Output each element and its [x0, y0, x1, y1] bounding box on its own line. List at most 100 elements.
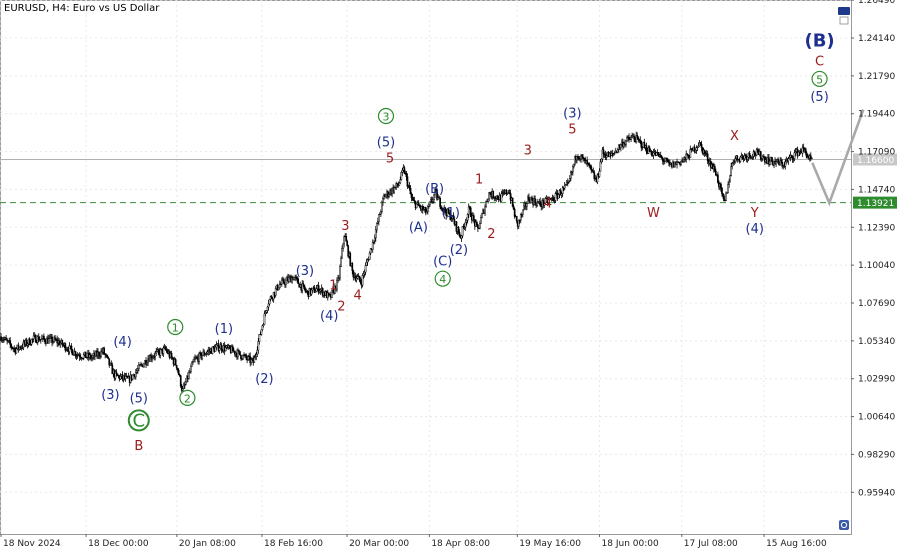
- candle-body: [439, 197, 441, 207]
- wave-label: 4: [544, 196, 552, 211]
- candle-body: [256, 349, 259, 355]
- candle-body: [374, 229, 377, 239]
- candle-body: [566, 181, 569, 184]
- candle-body: [572, 166, 574, 173]
- candle-body: [15, 348, 18, 354]
- autoscroll-icon[interactable]: [839, 520, 849, 530]
- candle-body: [559, 190, 562, 196]
- candle-body: [781, 161, 784, 167]
- candle-body: [788, 157, 791, 159]
- candle-body: [315, 288, 318, 292]
- candle-body: [5, 337, 7, 340]
- y-tick-label: 1.12390: [858, 223, 895, 233]
- price-tag-label: 1.16600: [857, 156, 894, 166]
- candle-body: [460, 235, 463, 239]
- candle-body: [191, 362, 193, 367]
- candle-body: [733, 161, 736, 163]
- candle-body: [552, 197, 555, 201]
- wave-label: W: [647, 206, 660, 221]
- candle-body: [155, 351, 158, 354]
- candle-body: [437, 197, 439, 200]
- candle-body: [689, 149, 692, 158]
- candle-body: [265, 310, 268, 313]
- candle-body: [484, 206, 486, 214]
- candle-body: [363, 271, 366, 275]
- candle-body: [302, 283, 305, 286]
- candle-body: [775, 161, 777, 165]
- candle-body: [598, 170, 601, 177]
- candle-body: [513, 208, 516, 217]
- one-click-trade-icon[interactable]: [838, 7, 850, 25]
- candle-body: [605, 155, 608, 158]
- wave-labels: (4)(3) (5)CB12(1)(2)(3)(4)12343(5)5(B)(A)…: [101, 30, 834, 454]
- candle-body: [351, 262, 354, 271]
- candle-body: [581, 154, 583, 158]
- candle-body: [725, 192, 727, 201]
- candle-body: [492, 191, 495, 199]
- x-tick-label: 18 Nov 2024: [3, 539, 61, 549]
- candle-body: [387, 191, 389, 197]
- candle-body: [586, 160, 589, 164]
- wave-label: 2: [184, 392, 191, 405]
- x-tick-label: 18 Jun 00:00: [602, 539, 659, 549]
- price-tag-label: 1.13921: [857, 199, 894, 209]
- candle-body: [310, 289, 313, 295]
- candle-body: [188, 372, 190, 379]
- candle-body: [417, 202, 420, 206]
- candle-body: [177, 370, 180, 375]
- candle-body: [530, 197, 532, 204]
- candle-body: [2, 339, 4, 341]
- candle-body: [505, 190, 508, 195]
- candle-body: [425, 211, 428, 214]
- candle-body: [433, 194, 435, 201]
- wave-label: (C): [433, 254, 452, 269]
- candle-body: [153, 356, 156, 358]
- y-tick-label: 1.07690: [858, 299, 895, 309]
- candle-body: [218, 347, 221, 351]
- candle-body: [531, 197, 533, 201]
- candle-body: [571, 171, 573, 173]
- candle-body: [665, 158, 668, 160]
- candle-body: [106, 354, 109, 358]
- candle-body: [135, 370, 138, 373]
- candle-body: [479, 223, 481, 229]
- wave-label: (1): [215, 322, 233, 337]
- candle-body: [25, 339, 28, 346]
- candle-body: [438, 197, 440, 199]
- candle-body: [28, 338, 31, 346]
- candle-body: [455, 221, 458, 232]
- grid-layer: [0, 0, 851, 534]
- candle-body: [458, 232, 461, 237]
- candle-body: [501, 192, 504, 195]
- candle-body: [567, 180, 570, 183]
- candle-body: [518, 219, 521, 221]
- candle-body: [650, 151, 653, 155]
- candle-body: [314, 291, 317, 293]
- candle-body: [365, 261, 368, 266]
- candle-body: [688, 157, 691, 159]
- candle-body: [204, 353, 207, 356]
- candle-body: [31, 338, 34, 340]
- candle-body: [368, 252, 371, 260]
- x-tick-label: 15 Aug 16:00: [766, 539, 827, 549]
- wave-label: 5: [386, 151, 394, 166]
- candle-body: [362, 273, 365, 276]
- candle-body: [157, 349, 160, 352]
- candle-body: [727, 183, 729, 193]
- candle-body: [450, 218, 453, 220]
- candle-body: [780, 160, 783, 163]
- candle-body: [343, 236, 345, 245]
- candle-body: [789, 154, 792, 158]
- candle-body: [340, 257, 342, 267]
- candle-body: [293, 277, 295, 281]
- candle-body: [728, 181, 730, 185]
- wave-circle: [167, 318, 184, 336]
- candle-body: [661, 157, 664, 162]
- candle-body: [790, 154, 793, 157]
- candle-body: [367, 259, 370, 261]
- candle-body: [464, 221, 467, 228]
- candle-body: [804, 148, 807, 154]
- candle-body: [381, 201, 383, 212]
- candle-series: [0, 131, 813, 393]
